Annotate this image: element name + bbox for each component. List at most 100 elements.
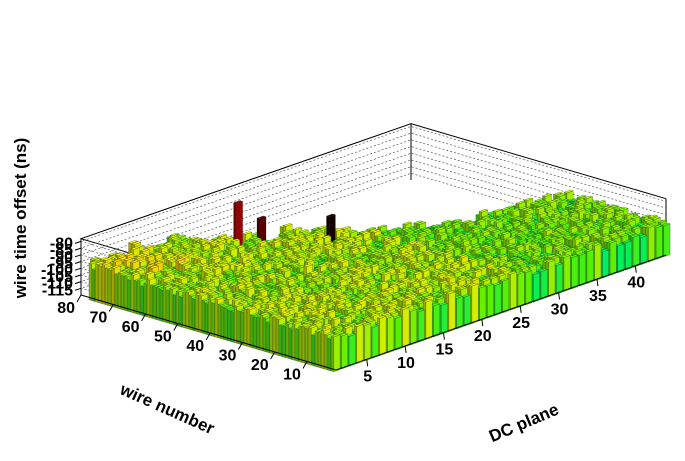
- lego-bar-side: [198, 294, 202, 334]
- lego-bar-top: [227, 247, 238, 251]
- lego-bar-top: [175, 257, 186, 262]
- lego-bar-top: [139, 248, 150, 252]
- lego-bar-top: [95, 261, 105, 265]
- lego-bar-top: [256, 215, 267, 219]
- lego-bar-side: [121, 275, 125, 311]
- lego-bar-side: [201, 300, 205, 334]
- lego-bar-side: [95, 263, 99, 303]
- lego-bar-top: [102, 257, 113, 261]
- lego-bar-side: [127, 279, 131, 313]
- lego-bar-top: [284, 231, 295, 236]
- lego-bar-top: [176, 253, 187, 258]
- lego-bar-top: [112, 258, 123, 263]
- lego-bar-top: [180, 242, 190, 247]
- lego-bar-top: [208, 240, 219, 244]
- lego-bar-top: [242, 231, 253, 235]
- lego-bar-side: [182, 291, 186, 329]
- lego-bar-side: [188, 295, 192, 331]
- lego-bar-side: [211, 302, 215, 337]
- lego-bar-side: [240, 311, 244, 346]
- lego-bar-top: [171, 237, 182, 241]
- lego-bar-top: [198, 238, 209, 242]
- lego-bar-top: [120, 272, 131, 277]
- lego-bar-top: [169, 232, 180, 237]
- lego-bar-top: [145, 254, 155, 258]
- lego-bar-top: [162, 242, 173, 246]
- lego-bar-side: [156, 287, 160, 321]
- lego-bar-side: [218, 304, 221, 339]
- lego-bar-top: [230, 238, 241, 242]
- lego-bar-top: [214, 242, 225, 246]
- lego-bar-top: [223, 236, 234, 240]
- lego-bar-top: [209, 251, 220, 255]
- lego-bar-top: [123, 257, 134, 261]
- lego-bar-side: [92, 268, 96, 302]
- lego-bar-top: [197, 256, 208, 261]
- lego-bar-side: [221, 306, 225, 340]
- lego-bar-side: [205, 302, 209, 335]
- lego-bar-top: [137, 277, 147, 282]
- lego-bar-side: [130, 274, 134, 314]
- lego-bar-top: [114, 252, 125, 256]
- lego-bar-side: [192, 298, 196, 332]
- lego-bar-top: [252, 237, 262, 242]
- lego-bar-top: [124, 252, 135, 256]
- lego-bar-top: [225, 244, 236, 248]
- lego-bar-top: [163, 252, 174, 256]
- lego-bar-top: [210, 246, 221, 251]
- lego-bar-top: [153, 261, 164, 265]
- lego-bar-top: [128, 240, 139, 244]
- lego-bar-top: [217, 233, 228, 238]
- lego-bar-top: [134, 268, 145, 272]
- lego-bar-top: [158, 245, 169, 249]
- lego-bar-side: [230, 311, 234, 343]
- lego-bar-top: [281, 230, 292, 234]
- lego-bar-side: [208, 298, 212, 336]
- lego-bar-top: [130, 246, 141, 250]
- lego-bar-side: [234, 305, 238, 344]
- lego-bar-top: [89, 256, 100, 261]
- lego-bar-side: [105, 267, 108, 306]
- lego-bar-top: [248, 236, 259, 240]
- lego-bar-side: [114, 273, 118, 309]
- lego-bar-side: [185, 291, 189, 330]
- lego-bar-top: [101, 261, 112, 266]
- lego-bar-top: [134, 255, 145, 260]
- lego-bar-top: [178, 239, 189, 243]
- lego-bar-side: [101, 264, 105, 305]
- lego-bar-top: [163, 268, 173, 272]
- lego-bar-top: [193, 256, 204, 260]
- lego-bar-top: [282, 223, 293, 227]
- lego-bar-top: [146, 263, 156, 268]
- lego-bar-side: [169, 288, 173, 325]
- lego-bar-top: [244, 240, 255, 245]
- lego-bar-top: [189, 246, 200, 251]
- lego-bar-side: [153, 286, 157, 320]
- lego-bar-top: [117, 270, 128, 274]
- lego-bar-side: [117, 272, 121, 310]
- lego-bar-top: [205, 239, 216, 244]
- lego-bar-side: [179, 296, 183, 328]
- lego-bar-top: [88, 260, 99, 265]
- lego-bar-side: [159, 289, 163, 322]
- lego-bar-top: [108, 252, 119, 256]
- lego-bar-side: [195, 294, 199, 333]
- lego-bar-side: [172, 294, 176, 326]
- lego-bar-top: [292, 226, 303, 231]
- lego-bar-side: [214, 298, 218, 338]
- lego-bar-side: [134, 280, 138, 315]
- lego-bar-side: [143, 282, 147, 317]
- lego-bar-side: [150, 284, 154, 319]
- lego-bar-top: [122, 267, 132, 272]
- lego-bar-top: [174, 252, 185, 256]
- lego-bar-top: [220, 253, 231, 257]
- lego-bar-top: [149, 265, 159, 269]
- lego-bar-top: [216, 238, 227, 242]
- lego-bar-top: [169, 246, 180, 250]
- lego-bar-side: [88, 262, 92, 301]
- lego-bar-top: [165, 257, 176, 261]
- lego-bar-side: [166, 289, 170, 324]
- lego-bar-side: [163, 286, 167, 323]
- lego-bar-side: [124, 275, 128, 312]
